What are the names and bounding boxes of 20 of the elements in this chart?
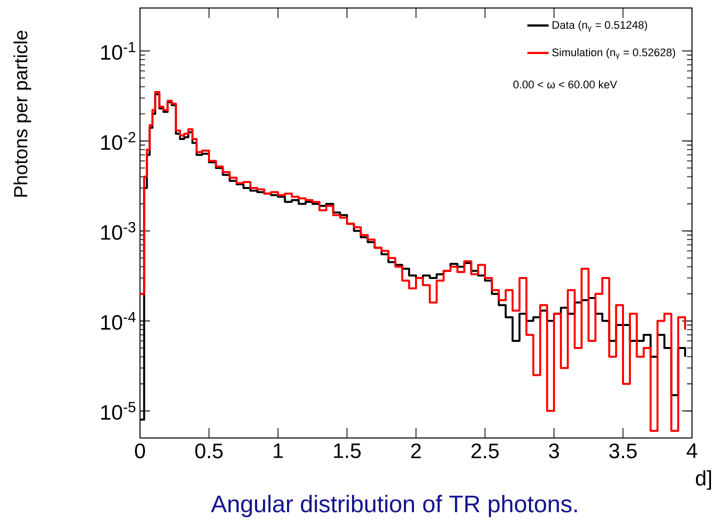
x-tick-label: 3	[548, 444, 559, 458]
x-tick-label: 4	[686, 444, 698, 458]
legend-label: Simulation (n$_{γ}$ = 0.52628)	[552, 48, 676, 60]
y-tick-label: 10$^{-1}$	[101, 42, 136, 60]
y-tick-label: 10$^{-4}$	[101, 312, 136, 330]
x-tick-label: 1.5	[334, 444, 361, 458]
y-tick-label: 10$^{-3}$	[101, 222, 136, 240]
x-axis-title: d]	[696, 470, 711, 490]
y-tick-label: 10$^{-2}$	[101, 132, 136, 150]
x-tick-label: 0	[134, 444, 145, 458]
x-tick-label: 2	[411, 444, 421, 458]
x-tick-label: 1	[274, 444, 283, 458]
x-tick-label: 0.5	[195, 444, 223, 458]
x-tick-label: 2.5	[472, 444, 499, 458]
y-axis-title: Photons per particle	[14, 30, 32, 197]
annotation: 0.00 < ω < 60.00 keV	[513, 80, 618, 88]
text: Angular distribution of TR photons.	[210, 494, 577, 518]
legend-label: Data (n$_{γ}$ = 0.51248)	[552, 20, 648, 32]
x-tick-label: 3.5	[609, 444, 637, 458]
y-tick-label: 10$^{-5}$	[101, 402, 136, 420]
